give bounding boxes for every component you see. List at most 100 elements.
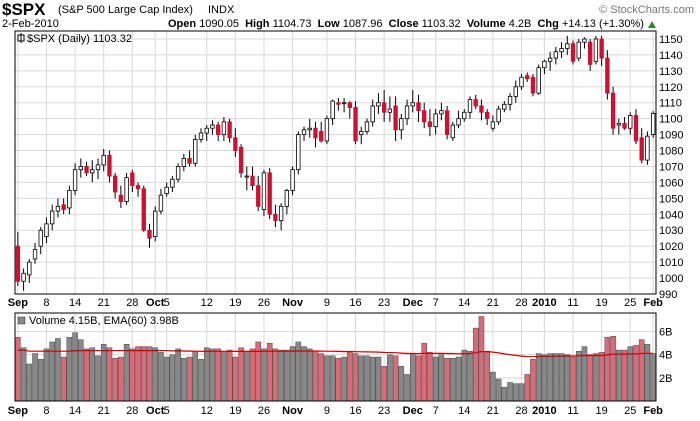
candle-body [410, 102, 415, 107]
volume-bar [369, 356, 376, 402]
candle-body [433, 113, 438, 128]
volume-bar [312, 351, 319, 402]
candle-body [175, 166, 181, 180]
price-x-tick-label: 14 [458, 297, 470, 309]
candle-body [198, 132, 204, 140]
volume-bar [627, 346, 634, 402]
candle-body [15, 245, 21, 282]
price-legend-text: $SPX (Daily) 1103.32 [27, 33, 132, 45]
candle-body [496, 108, 501, 123]
volume-bar [232, 356, 239, 402]
volume-bar [415, 355, 422, 402]
brand-watermark[interactable]: © StockCharts.com [599, 4, 694, 16]
volume-bar [364, 355, 370, 402]
volume-bar [221, 351, 227, 402]
price-tick-label: 1050 [659, 193, 683, 205]
price-x-tick-label: 28 [126, 297, 138, 309]
volume-x-tick-label: 16 [349, 405, 361, 417]
candle-body [284, 189, 290, 207]
candle-body [353, 107, 358, 142]
price-x-tick-label: 2010 [532, 297, 556, 309]
low-value: 1087.96 [342, 18, 383, 30]
candle-body [530, 76, 536, 94]
volume-bar [558, 353, 565, 402]
high-value: 1104.73 [272, 18, 312, 30]
candle-body [130, 172, 135, 187]
candle-body [32, 248, 38, 260]
candle-body [473, 99, 478, 107]
volume-bar [261, 348, 267, 402]
candle-body [319, 131, 324, 142]
volume-bar [198, 359, 204, 402]
price-tick-label: 1010 [659, 257, 683, 269]
volume-bar [421, 342, 427, 402]
volume-bar [553, 353, 559, 402]
volume-bar [410, 354, 416, 402]
candle-body [215, 124, 221, 136]
volume-bar [570, 356, 576, 402]
candle-body [570, 43, 576, 62]
price-tick-label: 1130 [659, 66, 683, 78]
candle-body [267, 172, 272, 215]
price-x-tick-label: 26 [258, 297, 270, 309]
volume-bar [387, 354, 393, 402]
price-tick-label: 1060 [659, 177, 683, 189]
volume-bar [547, 353, 553, 402]
volume-bar [450, 357, 456, 402]
volume-bar [100, 344, 107, 402]
candle-body [416, 102, 421, 112]
candle-body [307, 127, 312, 131]
volume-bar [610, 335, 616, 402]
volume-bar [123, 344, 130, 402]
candle-body [467, 99, 473, 113]
volume-tick-label: 4B [659, 350, 672, 362]
volume-bar [215, 348, 221, 402]
volume-bar [192, 351, 199, 402]
candle-body [187, 158, 192, 164]
price-legend [17, 33, 25, 43]
volume-bar [66, 337, 73, 402]
volume-bar [95, 355, 101, 402]
price-x-tick-label: 12 [201, 297, 213, 309]
candle-body [610, 92, 616, 129]
volume-legend-text: Volume 4.15B, EMA(60) 3.98B [29, 315, 179, 327]
price-x-tick-label: Nov [282, 297, 304, 309]
volume-x-tick-label: 26 [258, 405, 270, 417]
close-value: 1103.32 [421, 18, 461, 30]
volume-bar [530, 359, 536, 402]
volume-bar [146, 346, 153, 402]
candle-body [330, 100, 335, 120]
volume-bar [404, 374, 410, 402]
candle-body [576, 41, 581, 59]
candle-body [238, 146, 244, 174]
price-x-tick-label: 28 [515, 297, 527, 309]
candle-body [582, 38, 587, 43]
candle-body [261, 172, 267, 210]
volume-bar [55, 338, 61, 402]
volume-bar [272, 348, 279, 402]
candle-body [313, 127, 318, 139]
volume-bar [135, 346, 141, 402]
candle-body [38, 229, 43, 247]
volume-bar [89, 347, 96, 402]
price-x-tick-label: 8 [43, 297, 49, 309]
candle-body [158, 194, 164, 212]
candle-body [387, 108, 393, 113]
volume-bar [324, 355, 330, 402]
volume-bar [238, 347, 244, 402]
volume-bar [581, 346, 588, 402]
price-tick-label: 1120 [659, 82, 683, 94]
price-x-tick-label: Oct [146, 297, 165, 309]
price-tick-label: 1020 [659, 241, 683, 253]
candle-body [118, 194, 124, 202]
volume-bar [518, 383, 525, 402]
volume-bar [181, 357, 187, 402]
candle-body [55, 205, 61, 212]
volume-bar [501, 386, 508, 402]
candle-body [227, 121, 232, 139]
low-label: Low [317, 18, 340, 30]
volume-x-tick-label: 5 [164, 405, 170, 417]
candle-body [439, 110, 444, 115]
candle-body [124, 177, 129, 202]
candle-body [547, 57, 553, 62]
